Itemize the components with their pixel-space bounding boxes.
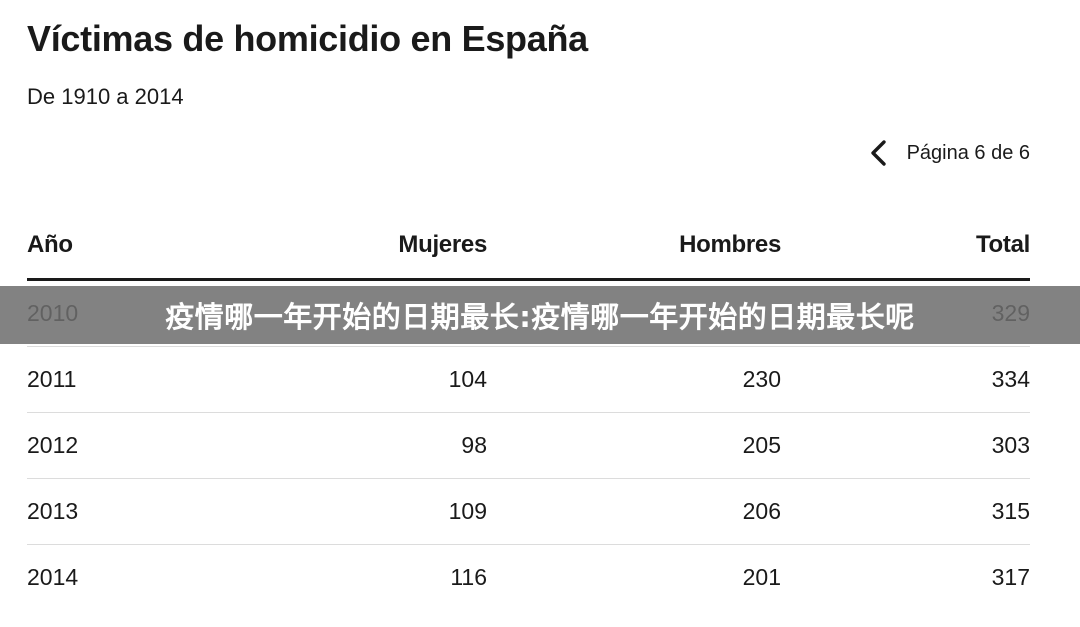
homicide-table: Año Mujeres Hombres Total 2010 329 2011 … xyxy=(27,212,1030,610)
cell-women: 109 xyxy=(227,478,487,545)
column-header-women: Mujeres xyxy=(227,212,487,281)
cell-year: 2011 xyxy=(27,346,227,413)
page-indicator: Página 6 de 6 xyxy=(906,141,1030,164)
cell-year: 2014 xyxy=(27,564,79,590)
pagination: Página 6 de 6 xyxy=(863,138,1030,168)
page-subtitle: De 1910 a 2014 xyxy=(27,84,184,109)
cell-total: 317 xyxy=(991,564,1030,590)
table-row: 2011 104 230 334 xyxy=(27,346,1030,413)
table-row: 2013 109 206 315 xyxy=(27,478,1030,545)
cell-women: 104 xyxy=(227,346,487,413)
page-title: Víctimas de homicidio en España xyxy=(27,18,588,59)
cell-men: 205 xyxy=(487,412,781,479)
overlay-banner-text: 疫情哪一年开始的日期最长:疫情哪一年开始的日期最长呢 xyxy=(165,300,915,334)
cell-year: 2012 xyxy=(27,412,227,479)
cell-total: 315 xyxy=(781,478,1030,545)
cell-total: 303 xyxy=(781,412,1030,479)
overlay-banner: 疫情哪一年开始的日期最长:疫情哪一年开始的日期最长呢 xyxy=(0,286,1080,344)
cell-women: 116 xyxy=(450,564,487,590)
table-row: 2012 98 205 303 xyxy=(27,412,1030,479)
cell-total: 334 xyxy=(781,346,1030,413)
cell-men: 230 xyxy=(487,346,781,413)
cell-men: 206 xyxy=(487,478,781,545)
column-header-men: Hombres xyxy=(487,212,781,281)
previous-page-button[interactable] xyxy=(863,138,893,168)
column-header-year: Año xyxy=(27,212,227,281)
cell-year: 2013 xyxy=(27,478,227,545)
column-header-total: Total xyxy=(781,212,1030,281)
chevron-left-icon xyxy=(870,140,886,166)
table-header-row: Año Mujeres Hombres Total xyxy=(27,212,1030,281)
table-row: 2014 116 201 317 xyxy=(27,545,1030,611)
cell-men: 201 xyxy=(742,564,781,590)
cell-women: 98 xyxy=(227,412,487,479)
